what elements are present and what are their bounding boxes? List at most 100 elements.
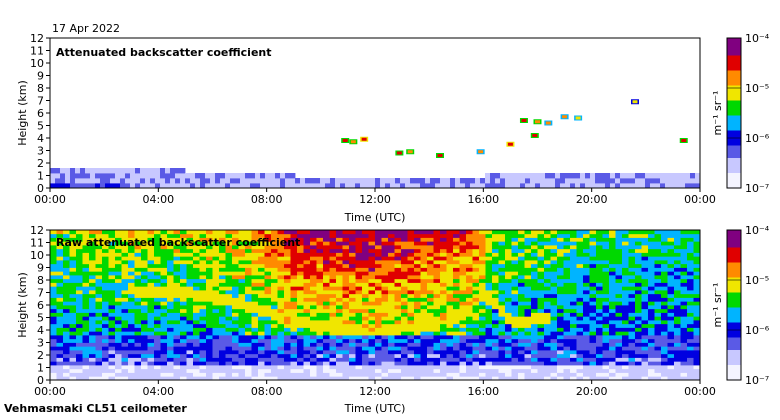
heatmap-cell (121, 241, 129, 246)
heatmap-cell (245, 305, 252, 310)
heatmap-cell (245, 252, 252, 257)
heatmap-cell (595, 178, 601, 184)
heatmap-cell (550, 233, 558, 238)
heatmap-cell (89, 237, 96, 242)
heatmap-cell (251, 297, 259, 302)
colorbar-swatch (727, 237, 741, 241)
heatmap-cell (622, 338, 629, 343)
heatmap-cell (56, 256, 64, 261)
heatmap-cell (414, 342, 421, 347)
heatmap-cell (622, 316, 629, 321)
heatmap-cell (154, 346, 161, 351)
colorbar-swatch (727, 320, 741, 324)
heatmap-cell (459, 372, 467, 377)
heatmap-cell (557, 361, 564, 366)
heatmap-cell (329, 357, 337, 362)
heatmap-cell (264, 263, 272, 268)
heatmap-cell (63, 323, 70, 328)
heatmap-cell (89, 297, 96, 302)
heatmap-cell (102, 331, 109, 336)
heatmap-cell (225, 248, 233, 253)
heatmap-cell (381, 312, 389, 317)
heatmap-cell (498, 335, 506, 340)
heatmap-cell (401, 372, 408, 377)
heatmap-cell (518, 290, 525, 295)
heatmap-cell (680, 305, 688, 310)
heatmap-cell (401, 275, 408, 280)
heatmap-cell (329, 346, 337, 351)
heatmap-cell (323, 267, 330, 272)
heatmap-cell (232, 361, 239, 366)
heatmap-cell (511, 346, 519, 351)
heatmap-cell (336, 286, 343, 291)
heatmap-cell (69, 293, 77, 298)
heatmap-cell (245, 320, 252, 325)
heatmap-cell (303, 260, 311, 265)
heatmap-cell (381, 342, 389, 347)
colorbar-swatch (727, 262, 741, 266)
heatmap-cell (102, 342, 109, 347)
heatmap-cell (141, 233, 148, 238)
heatmap-cell (180, 252, 187, 257)
heatmap-cell (654, 376, 662, 381)
colorbar-swatch (727, 332, 741, 336)
heatmap-cell (290, 290, 298, 295)
heatmap-cell (102, 230, 109, 235)
heatmap-cell (56, 290, 64, 295)
heatmap-cell (550, 320, 558, 325)
heatmap-cell (147, 368, 155, 373)
heatmap-cell (615, 335, 623, 340)
heatmap-cell (258, 305, 265, 310)
heatmap-cell (325, 178, 331, 184)
heatmap-cell (50, 316, 57, 321)
heatmap-cell (492, 245, 499, 250)
heatmap-cell (466, 301, 473, 306)
heatmap-cell (425, 178, 431, 184)
heatmap-cell (563, 278, 571, 283)
heatmap-cell (290, 327, 298, 332)
heatmap-cell (128, 323, 135, 328)
heatmap-cell (85, 168, 91, 174)
heatmap-cell (141, 323, 148, 328)
heatmap-cell (238, 335, 246, 340)
heatmap-cell (232, 372, 239, 377)
heatmap-cell (303, 372, 311, 377)
heatmap-cell (206, 245, 213, 250)
heatmap-cell (440, 271, 447, 276)
heatmap-cell (102, 338, 109, 343)
heatmap-cell (576, 357, 584, 362)
heatmap-cell (147, 286, 155, 291)
heatmap-cell (76, 372, 83, 377)
heatmap-cell (524, 365, 532, 370)
heatmap-cell (342, 320, 350, 325)
heatmap-cell (89, 376, 96, 381)
heatmap-cell (63, 290, 70, 295)
heatmap-cell (95, 323, 103, 328)
heatmap-cell (305, 183, 311, 189)
heatmap-cell (238, 267, 246, 272)
heatmap-cell (362, 361, 369, 366)
heatmap-cell (635, 256, 642, 261)
heatmap-cell (140, 168, 146, 174)
heatmap-cell (206, 263, 213, 268)
heatmap-cell (589, 312, 597, 317)
heatmap-cell (570, 297, 577, 302)
heatmap-cell (89, 368, 96, 373)
heatmap-cell (675, 178, 681, 184)
colorbar-tick-label: 10⁻⁶ (745, 132, 770, 145)
heatmap-cell (167, 308, 174, 313)
heatmap-cell (420, 342, 428, 347)
heatmap-cell (524, 331, 532, 336)
heatmap-cell (280, 178, 286, 184)
colorbar-swatch (727, 145, 741, 149)
heatmap-cell (90, 178, 96, 184)
heatmap-cell (264, 252, 272, 257)
heatmap-cell (641, 320, 649, 325)
heatmap-cell (108, 256, 116, 261)
heatmap-cell (388, 286, 395, 291)
heatmap-cell (615, 230, 623, 235)
heatmap-cell (193, 350, 200, 355)
heatmap-cell (56, 312, 64, 317)
heatmap-cell (147, 331, 155, 336)
heatmap-cell (459, 301, 467, 306)
